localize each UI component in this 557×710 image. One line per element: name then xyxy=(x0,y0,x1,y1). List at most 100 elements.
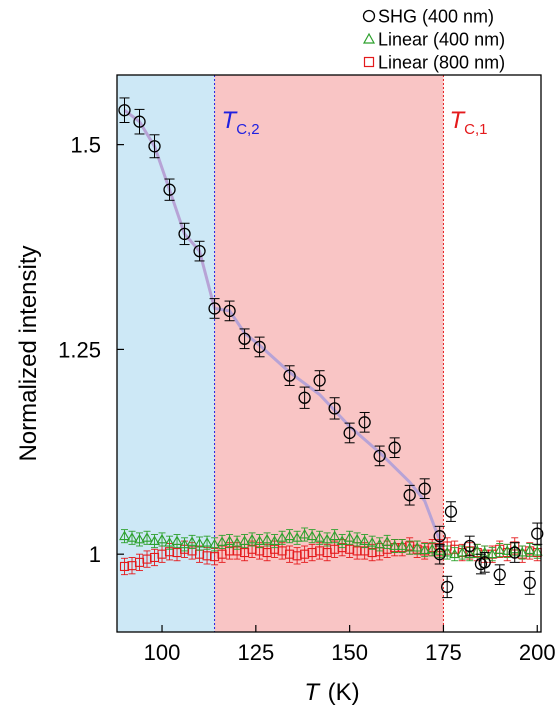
data-point xyxy=(321,533,333,544)
legend-marker-2 xyxy=(363,56,375,68)
data-point xyxy=(381,536,393,546)
x-tick-label: 200 xyxy=(519,640,556,665)
region-0 xyxy=(117,75,215,632)
data-point xyxy=(358,416,371,429)
data-point xyxy=(149,535,160,546)
data-point xyxy=(283,369,296,382)
data-point xyxy=(486,548,498,559)
series-layer xyxy=(118,97,544,599)
data-point xyxy=(403,489,416,502)
data-point xyxy=(223,304,236,318)
data-point xyxy=(493,568,506,581)
transition-labels: TC,2 TC,1 xyxy=(222,107,488,138)
data-point xyxy=(284,530,296,541)
data-point xyxy=(133,115,146,128)
data-point xyxy=(336,535,348,546)
data-point xyxy=(299,528,311,539)
transition-label-sub: C,2 xyxy=(236,121,259,138)
data-point xyxy=(524,544,536,555)
transition-label-sub: C,1 xyxy=(464,121,487,138)
data-point xyxy=(216,536,228,546)
data-point xyxy=(141,532,153,542)
data-point xyxy=(373,449,386,463)
data-point xyxy=(523,576,536,590)
data-point xyxy=(314,532,326,542)
legend-label-0: SHG (400 nm) xyxy=(378,7,494,27)
data-point xyxy=(246,533,258,544)
legend-marker-1 xyxy=(362,32,376,44)
data-point xyxy=(186,536,198,546)
data-point xyxy=(328,402,341,415)
data-point xyxy=(208,302,221,315)
y-tick-label: 1 xyxy=(89,542,101,567)
data-point xyxy=(261,533,273,544)
y-tick-label: 1.25 xyxy=(58,337,101,362)
data-point xyxy=(171,535,183,546)
data-point xyxy=(366,537,378,547)
data-point xyxy=(194,537,205,548)
data-point xyxy=(254,535,266,546)
data-point xyxy=(118,104,131,117)
data-point xyxy=(433,548,446,561)
transition-label-1: TC,1 xyxy=(449,107,487,138)
data-point xyxy=(441,580,454,594)
y-axis-label: Normalized intensity xyxy=(15,245,42,461)
data-point xyxy=(418,482,431,495)
x-tick-label: 125 xyxy=(237,640,274,665)
data-point xyxy=(419,544,431,555)
data-point xyxy=(119,530,130,541)
data-point xyxy=(179,538,190,549)
data-point xyxy=(163,183,176,196)
legend-label-2: Linear (800 nm) xyxy=(378,53,505,73)
data-point xyxy=(253,340,266,354)
data-point xyxy=(269,535,281,546)
data-point xyxy=(306,530,318,541)
legend: SHG (400 nm) Linear (400 nm) Linear (800 n… xyxy=(362,7,505,73)
data-point xyxy=(433,530,446,543)
x-tick-label: 100 xyxy=(144,640,181,665)
data-point xyxy=(411,542,423,552)
data-point xyxy=(164,537,175,547)
data-point xyxy=(444,505,458,518)
data-point xyxy=(494,544,506,555)
transition-label-0: TC,2 xyxy=(222,107,260,138)
data-point xyxy=(404,542,416,552)
data-point xyxy=(291,532,303,542)
data-point xyxy=(344,532,356,542)
legend-marker-0 xyxy=(362,9,376,23)
data-point xyxy=(389,540,401,550)
data-point xyxy=(178,227,191,241)
data-point xyxy=(156,533,168,544)
x-tick-label: 150 xyxy=(331,640,368,665)
data-point xyxy=(388,441,401,454)
data-point xyxy=(201,537,213,547)
x-axis-label-unit: (K) xyxy=(328,679,360,706)
data-point xyxy=(276,532,288,542)
data-point xyxy=(313,374,326,387)
data-point xyxy=(298,391,311,404)
y-tick-label: 1.5 xyxy=(70,133,101,158)
data-point xyxy=(238,332,251,345)
data-point xyxy=(464,548,476,559)
data-point xyxy=(508,546,521,559)
data-point xyxy=(478,556,491,569)
data-point xyxy=(463,539,476,553)
data-point xyxy=(239,535,251,546)
data-point xyxy=(343,426,356,440)
data-point xyxy=(209,538,221,549)
legend-label-1: Linear (400 nm) xyxy=(378,30,505,50)
data-point xyxy=(359,535,371,546)
data-point xyxy=(531,527,544,540)
axes: 100 125 150 175 200 1 1.25 1.5 xyxy=(58,133,555,665)
data-point xyxy=(126,532,138,542)
data-point xyxy=(426,543,438,554)
data-point xyxy=(224,535,236,546)
x-axis-label: T (K) xyxy=(304,679,359,706)
data-point xyxy=(148,140,161,153)
x-tick-label: 175 xyxy=(425,640,462,665)
data-point xyxy=(456,546,468,557)
data-point xyxy=(193,244,206,258)
plot-frame xyxy=(116,74,542,633)
data-point xyxy=(351,533,363,544)
